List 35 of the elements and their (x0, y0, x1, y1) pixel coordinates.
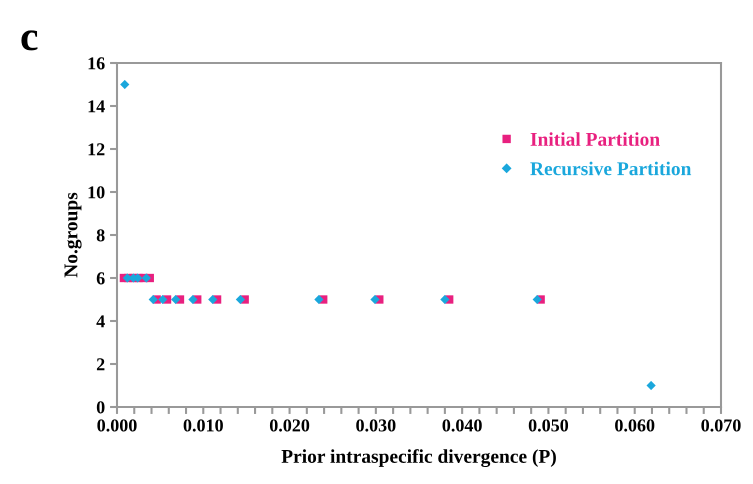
x-tick-label: 0.050 (528, 419, 568, 432)
x-tick-label: 0.070 (701, 419, 741, 432)
text: c (21, 30, 38, 50)
y-tick-label: 12 (88, 143, 104, 156)
point (314, 294, 324, 304)
y-tick-label: 6 (96, 272, 105, 284)
x-tick-label: 0.030 (356, 419, 396, 432)
x-tick-label: 0.000 (97, 419, 137, 432)
y-tick-label: 10 (88, 186, 105, 198)
x-tick-label: 0.010 (184, 419, 223, 432)
x-tick-label: 0.060 (615, 419, 654, 432)
point (120, 80, 130, 90)
y-tick-label: 2 (96, 358, 104, 370)
legend-label: Initial Partition (530, 132, 660, 146)
point (236, 294, 245, 304)
point (158, 294, 168, 304)
point (646, 380, 656, 390)
point (532, 294, 542, 304)
point (142, 273, 151, 283)
x-tick-label: 0.020 (270, 419, 310, 432)
y-tick-label: 0 (96, 401, 105, 414)
point (171, 294, 180, 304)
y-tick-label: 4 (96, 315, 105, 328)
y-axis-title: No.groups (64, 192, 82, 278)
point (188, 294, 198, 304)
point (208, 294, 218, 304)
point (148, 294, 158, 304)
legend-label: Recursive Partition (530, 162, 692, 176)
x-tick-label: 0.040 (442, 419, 482, 432)
y-tick-label: 16 (88, 57, 105, 70)
x-axis-title: Prior intraspecific divergence (P) (282, 449, 556, 468)
point (440, 294, 450, 304)
y-tick-label: 14 (88, 100, 105, 112)
point (370, 294, 380, 304)
y-tick-label: 8 (96, 229, 105, 242)
